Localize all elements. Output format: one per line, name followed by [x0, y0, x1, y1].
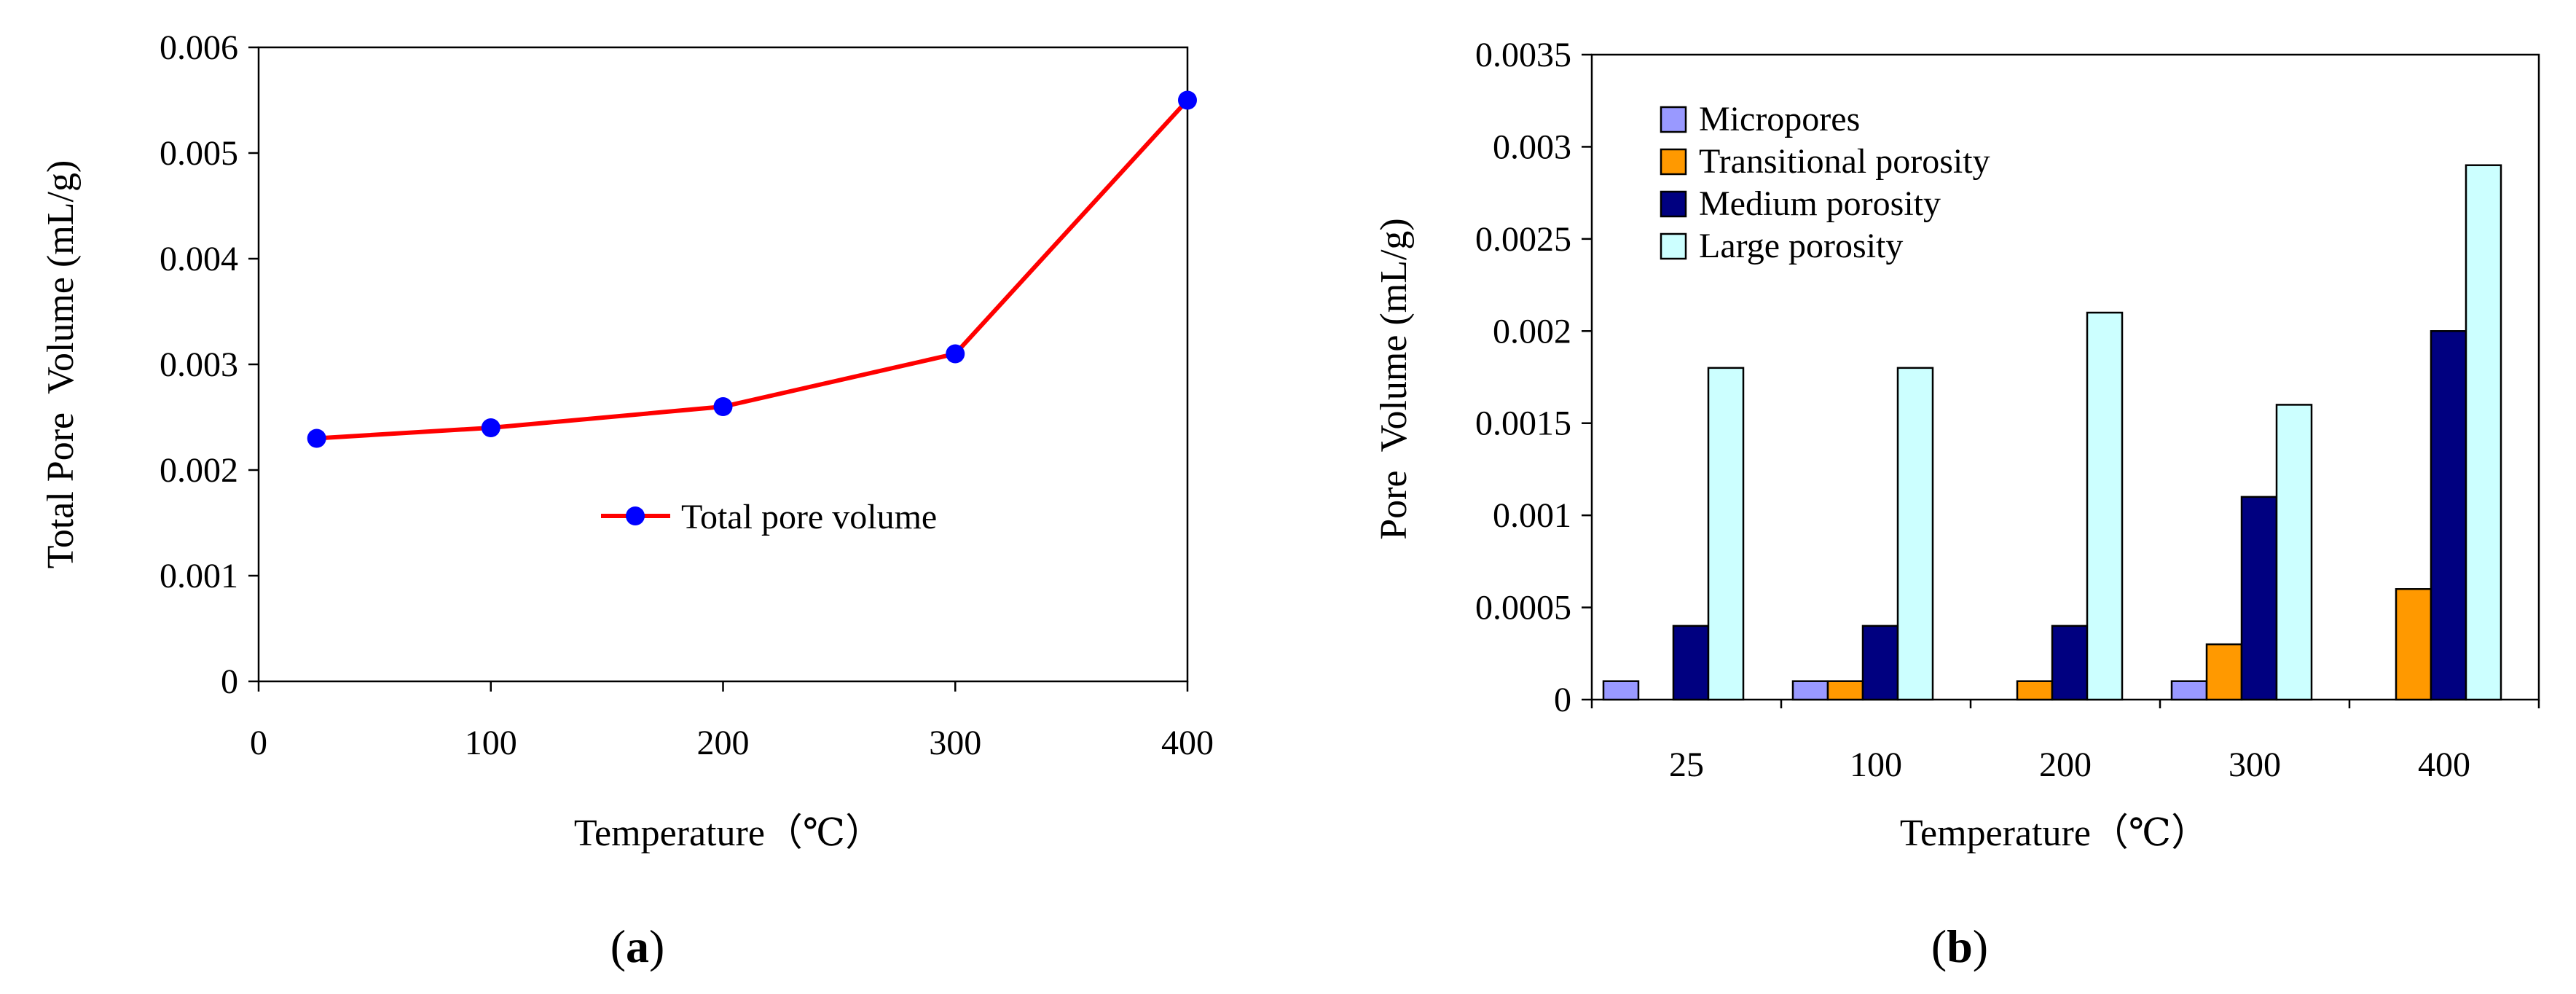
panel-a-legend: Total pore volume [601, 498, 937, 536]
bar-large-porosity-100 [1896, 367, 1934, 701]
legend-swatch-micropores [1660, 106, 1687, 133]
x-category-label: 25 [1669, 746, 1704, 784]
data-point-400 [1178, 90, 1197, 110]
data-point-200 [713, 397, 733, 416]
panel-b-x-axis-title: Temperature（℃） [1900, 813, 2209, 854]
x-category-label: 300 [2229, 746, 2281, 784]
bar-medium-porosity-100 [1861, 625, 1899, 701]
bar-transitional-porosity-400 [2395, 588, 2432, 701]
legend-label-total-pore-volume: Total pore volume [681, 498, 937, 536]
bar-medium-porosity-300 [2240, 496, 2278, 701]
data-point-300 [946, 344, 965, 364]
y-tick-label: 0.001 [1493, 496, 1571, 535]
bar-medium-porosity-200 [2051, 625, 2089, 701]
y-tick-label: 0.002 [160, 451, 238, 490]
legend-label-large-porosity: Large porosity [1699, 227, 1903, 265]
x-category-label: 400 [2418, 746, 2470, 784]
bar-large-porosity-300 [2275, 404, 2313, 701]
bar-medium-porosity-25 [1672, 625, 1710, 701]
y-tick-label: 0.0035 [1475, 36, 1571, 74]
legend-label-transitional-porosity: Transitional porosity [1699, 142, 1990, 181]
data-point-100 [481, 418, 500, 437]
panel-b-label-letter: b [1947, 920, 1973, 972]
panel-a-label-letter: a [626, 920, 649, 972]
bar-transitional-porosity-300 [2205, 643, 2243, 701]
legend-swatch-medium-porosity [1660, 190, 1687, 218]
y-tick-label: 0.006 [160, 28, 238, 67]
bar-micropores-100 [1791, 680, 1829, 701]
y-tick-label: 0.002 [1493, 312, 1571, 351]
bar-large-porosity-400 [2465, 164, 2502, 701]
bar-transitional-porosity-100 [1826, 680, 1864, 701]
panel-a-x-axis-title: Temperature（℃） [574, 813, 883, 854]
panel-a-plot-area [257, 46, 1189, 683]
bar-medium-porosity-400 [2430, 330, 2467, 701]
x-category-label: 100 [1850, 746, 1902, 784]
x-tick-label: 100 [465, 724, 517, 762]
panel-b-label: (b) [1931, 920, 1988, 972]
panel-a-line-chart: 0 0.001 0.002 0.003 0.004 0.005 0.006 0 100 200 3… [40, 28, 1214, 972]
y-tick-label: 0.005 [160, 134, 238, 173]
bar-micropores-25 [1602, 680, 1640, 701]
bar-micropores-300 [2170, 680, 2208, 701]
y-tick-label: 0.004 [160, 240, 238, 278]
panel-b-y-axis-title: Pore Volume (mL/g) [1373, 218, 1415, 540]
legend-label-medium-porosity: Medium porosity [1699, 184, 1941, 223]
panel-a-y-axis-title: Total Pore Volume (mL/g) [40, 160, 82, 569]
legend-swatch-transitional-porosity [1660, 148, 1687, 176]
y-tick-label: 0.0025 [1475, 220, 1571, 259]
data-point-25 [307, 428, 326, 448]
panel-a-label: (a) [610, 920, 665, 972]
legend-swatch-large-porosity [1660, 232, 1687, 260]
y-tick-label: 0.003 [160, 345, 238, 384]
bar-large-porosity-25 [1707, 367, 1745, 701]
panel-b-bar-chart: 0 0.0005 0.001 0.0015 0.002 0.0025 0.003 0.0035… [1373, 36, 2540, 972]
y-tick-label: 0 [221, 662, 238, 701]
x-tick-label: 300 [929, 724, 981, 762]
y-tick-label: 0.001 [160, 557, 238, 595]
y-tick-label: 0 [1554, 681, 1571, 719]
y-tick-label: 0.0015 [1475, 404, 1571, 443]
svg-text:(a): (a) [610, 920, 665, 972]
x-tick-label: 200 [697, 724, 750, 762]
svg-text:(b): (b) [1931, 920, 1988, 972]
bar-transitional-porosity-200 [2016, 680, 2054, 701]
x-tick-label: 400 [1161, 724, 1214, 762]
legend-label-micropores: Micropores [1699, 100, 1860, 138]
x-category-label: 200 [2039, 746, 2092, 784]
y-tick-label: 0.0005 [1475, 589, 1571, 627]
y-tick-label: 0.003 [1493, 128, 1571, 166]
legend-marker-swatch [626, 506, 645, 525]
bar-large-porosity-200 [2086, 311, 2124, 701]
x-tick-label: 0 [250, 724, 267, 762]
